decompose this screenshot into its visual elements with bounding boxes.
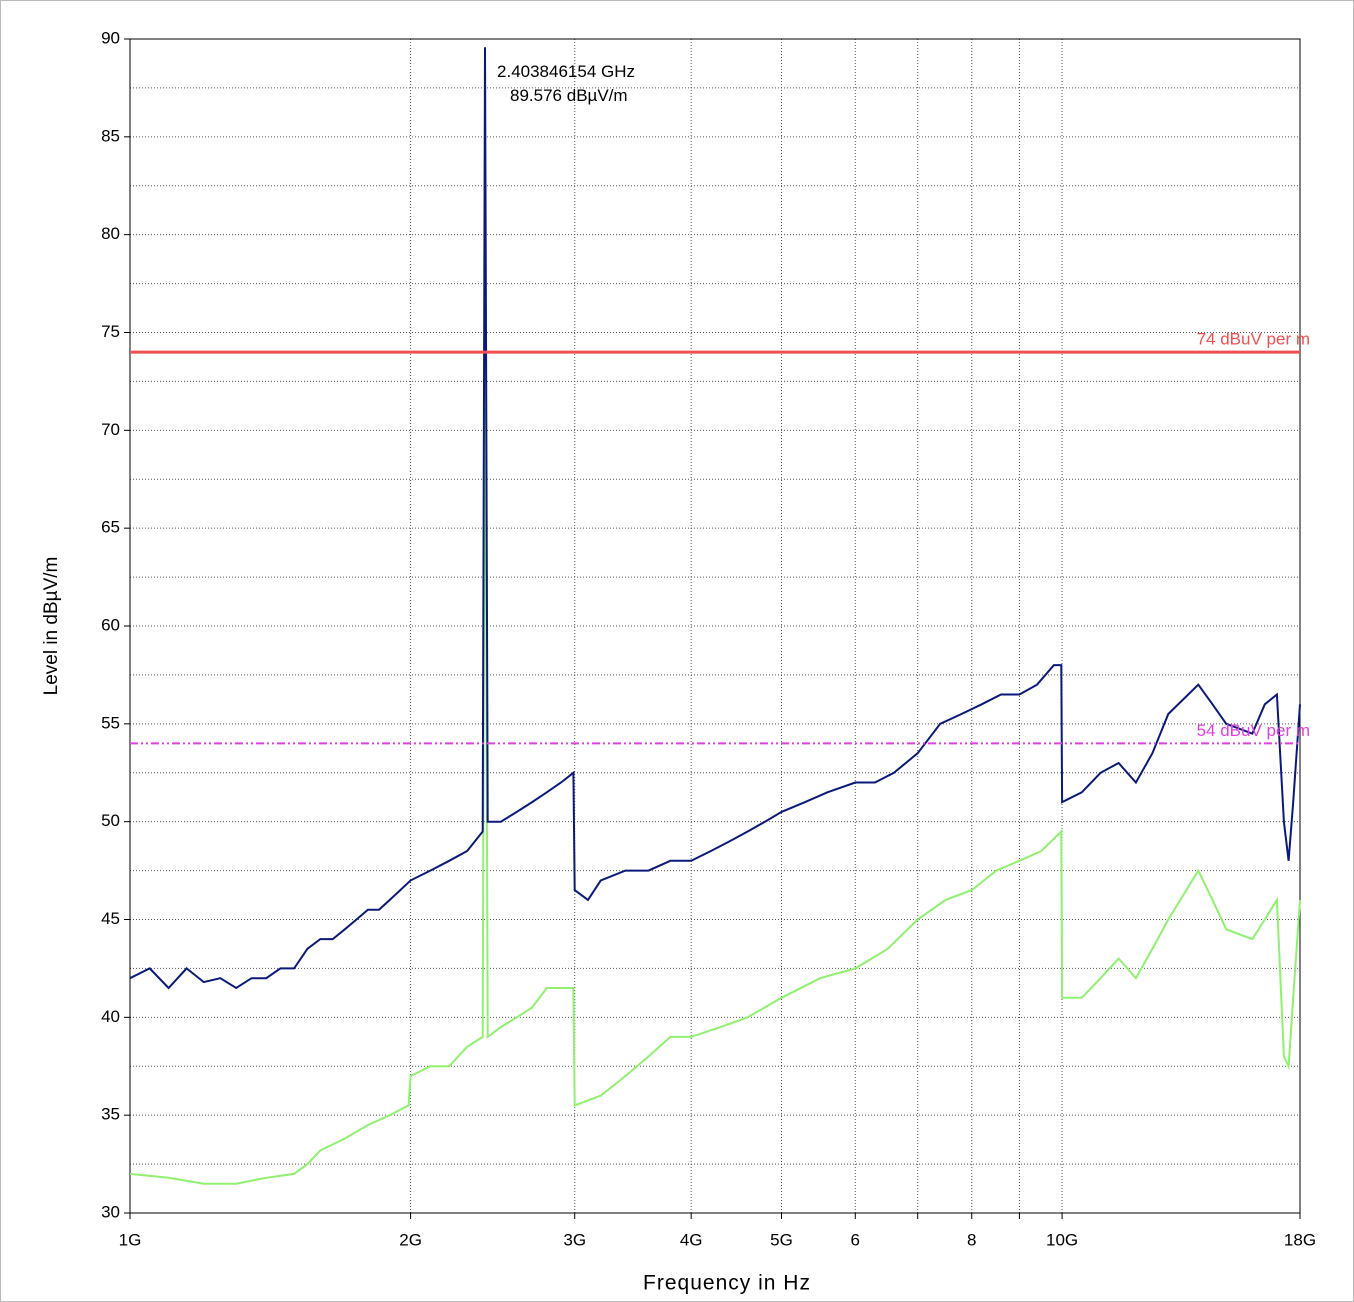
y-tick-label: 65 bbox=[101, 518, 120, 537]
x-tick-label: 2G bbox=[399, 1230, 422, 1249]
y-tick-label: 45 bbox=[101, 909, 120, 928]
plot-area bbox=[129, 38, 1301, 1214]
limit-label: 54 dBuV per m bbox=[1197, 721, 1310, 740]
x-tick-label: 4G bbox=[680, 1230, 703, 1249]
y-tick-label: 90 bbox=[101, 28, 120, 47]
y-tick-label: 50 bbox=[101, 811, 120, 830]
series-line bbox=[129, 47, 1301, 990]
x-tick-label: 3G bbox=[563, 1230, 586, 1249]
y-tick-label: 80 bbox=[101, 224, 120, 243]
y-tick-label: 30 bbox=[101, 1202, 120, 1221]
x-tick-label: 8 bbox=[967, 1230, 976, 1249]
x-tick-label: 6 bbox=[851, 1230, 860, 1249]
series-line bbox=[129, 258, 1301, 1185]
y-tick-label: 70 bbox=[101, 420, 120, 439]
y-tick-label: 75 bbox=[101, 322, 120, 341]
y-tick-label: 40 bbox=[101, 1007, 120, 1026]
y-tick-label: 35 bbox=[101, 1105, 120, 1124]
y-axis-label: Level in dBµV/m bbox=[41, 557, 62, 696]
x-tick-label: 5G bbox=[770, 1230, 793, 1249]
y-tick-label: 60 bbox=[101, 615, 120, 634]
limit-label: 74 dBuV per m bbox=[1197, 330, 1310, 349]
x-tick-label: 10G bbox=[1046, 1230, 1078, 1249]
annotation: 89.576 dBµV/m bbox=[510, 86, 628, 105]
x-tick-label: 18G bbox=[1284, 1230, 1316, 1249]
y-tick-label: 85 bbox=[101, 126, 120, 145]
x-tick-label: 1G bbox=[119, 1230, 142, 1249]
annotation: 2.403846154 GHz bbox=[497, 62, 635, 81]
x-axis-label: Frequency in Hz bbox=[643, 1272, 811, 1295]
y-tick-label: 55 bbox=[101, 713, 120, 732]
